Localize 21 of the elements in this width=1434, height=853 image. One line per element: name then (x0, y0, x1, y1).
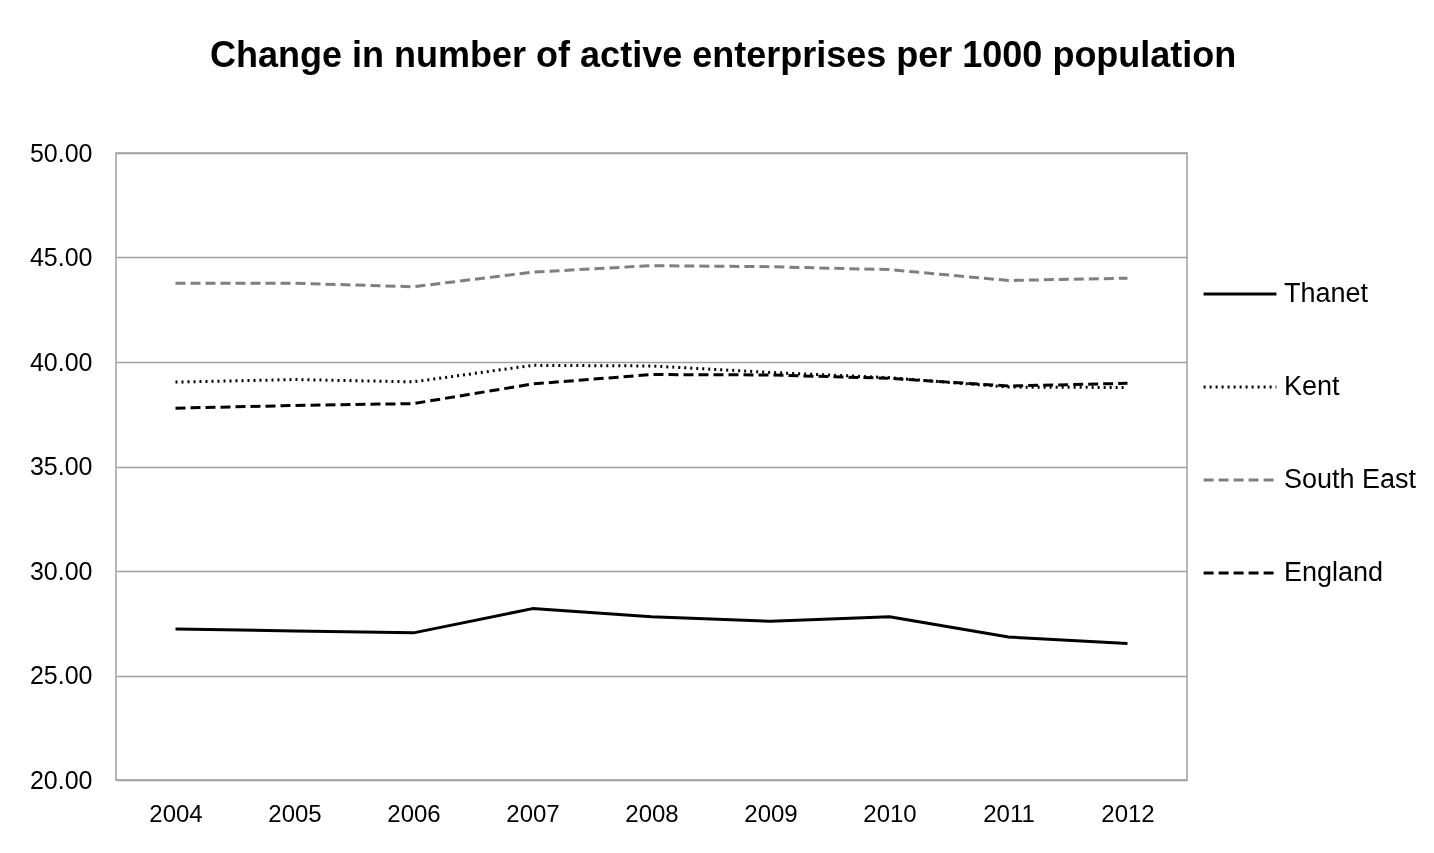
x-tick-label: 2007 (506, 799, 560, 827)
y-tick-label: 20.00 (29, 765, 93, 794)
x-tick-label: 2011 (983, 799, 1035, 827)
y-tick-label: 45.00 (29, 243, 93, 271)
y-tick-label: 50.00 (29, 138, 93, 167)
y-tick-label: 25.00 (29, 661, 93, 689)
y-tick-label: 30.00 (29, 556, 93, 585)
y-tick-label: 35.00 (29, 452, 93, 480)
legend-label: Kent (1284, 371, 1341, 401)
x-tick-label: 2009 (744, 799, 798, 827)
y-tick-label: 40.00 (29, 347, 93, 376)
chart-title: Change in number of active enterprises per 1000 population (210, 34, 1237, 75)
x-tick-label: 2006 (387, 799, 441, 827)
x-tick-label: 2004 (149, 799, 203, 827)
x-tick-label: 2010 (863, 799, 917, 827)
x-tick-label: 2005 (268, 799, 322, 827)
x-tick-label: 2012 (1101, 799, 1155, 827)
legend-label: Thanet (1284, 278, 1369, 308)
legend-label: South East (1284, 464, 1417, 494)
legend-label: England (1284, 557, 1384, 587)
x-tick-label: 2008 (625, 799, 679, 827)
